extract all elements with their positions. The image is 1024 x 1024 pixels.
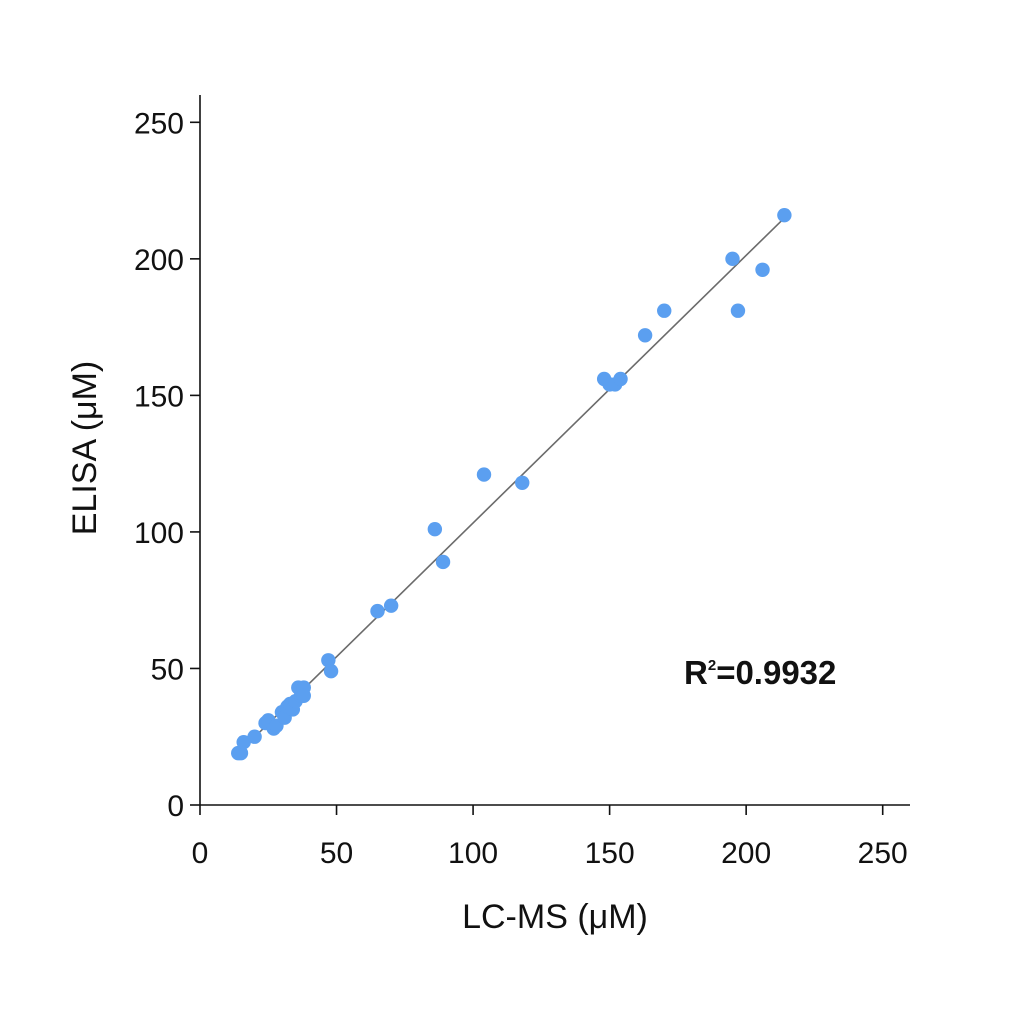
data-point	[755, 262, 770, 277]
data-point	[730, 303, 746, 318]
data-point	[657, 303, 672, 318]
x-tick-label: 150	[585, 837, 635, 870]
data-point	[383, 598, 399, 613]
data-point	[515, 475, 530, 490]
r-squared-base: R	[684, 654, 708, 691]
data-point	[247, 729, 262, 744]
x-tick-label: 250	[858, 837, 908, 870]
y-tick-label: 0	[167, 790, 184, 823]
data-point	[435, 554, 451, 570]
x-tick-label: 200	[721, 837, 771, 870]
data-point	[613, 371, 628, 387]
r-squared-superscript: 2	[708, 657, 716, 674]
data-point	[725, 251, 740, 267]
y-tick-label: 200	[134, 244, 184, 277]
data-point	[427, 521, 443, 537]
x-tick-label: 100	[448, 837, 498, 870]
data-point	[236, 734, 251, 750]
y-tick-label: 50	[151, 653, 184, 686]
data-point	[323, 663, 339, 679]
y-axis-title: ELISA (μM)	[66, 361, 104, 536]
data-point	[370, 603, 385, 619]
data-point	[476, 467, 492, 482]
x-ticks: 0 50 100 150 200 250	[192, 805, 908, 870]
y-ticks: 0 50 100 150 200 250	[134, 107, 200, 823]
data-point	[233, 745, 249, 761]
axes	[199, 95, 910, 806]
x-tick-label: 50	[320, 837, 353, 870]
data-point	[777, 207, 792, 223]
r-squared-annotation: R2=0.9932	[684, 654, 836, 691]
y-tick-label: 250	[134, 107, 184, 140]
data-point	[637, 328, 653, 343]
r-squared-value: =0.9932	[716, 654, 836, 691]
data-point	[296, 688, 311, 703]
data-point	[321, 653, 336, 668]
x-axis-title: LC-MS (μM)	[462, 898, 648, 936]
y-tick-label: 100	[134, 517, 184, 550]
y-tick-label: 150	[134, 380, 184, 413]
x-tick-label: 0	[192, 837, 209, 870]
data-points	[231, 207, 792, 761]
